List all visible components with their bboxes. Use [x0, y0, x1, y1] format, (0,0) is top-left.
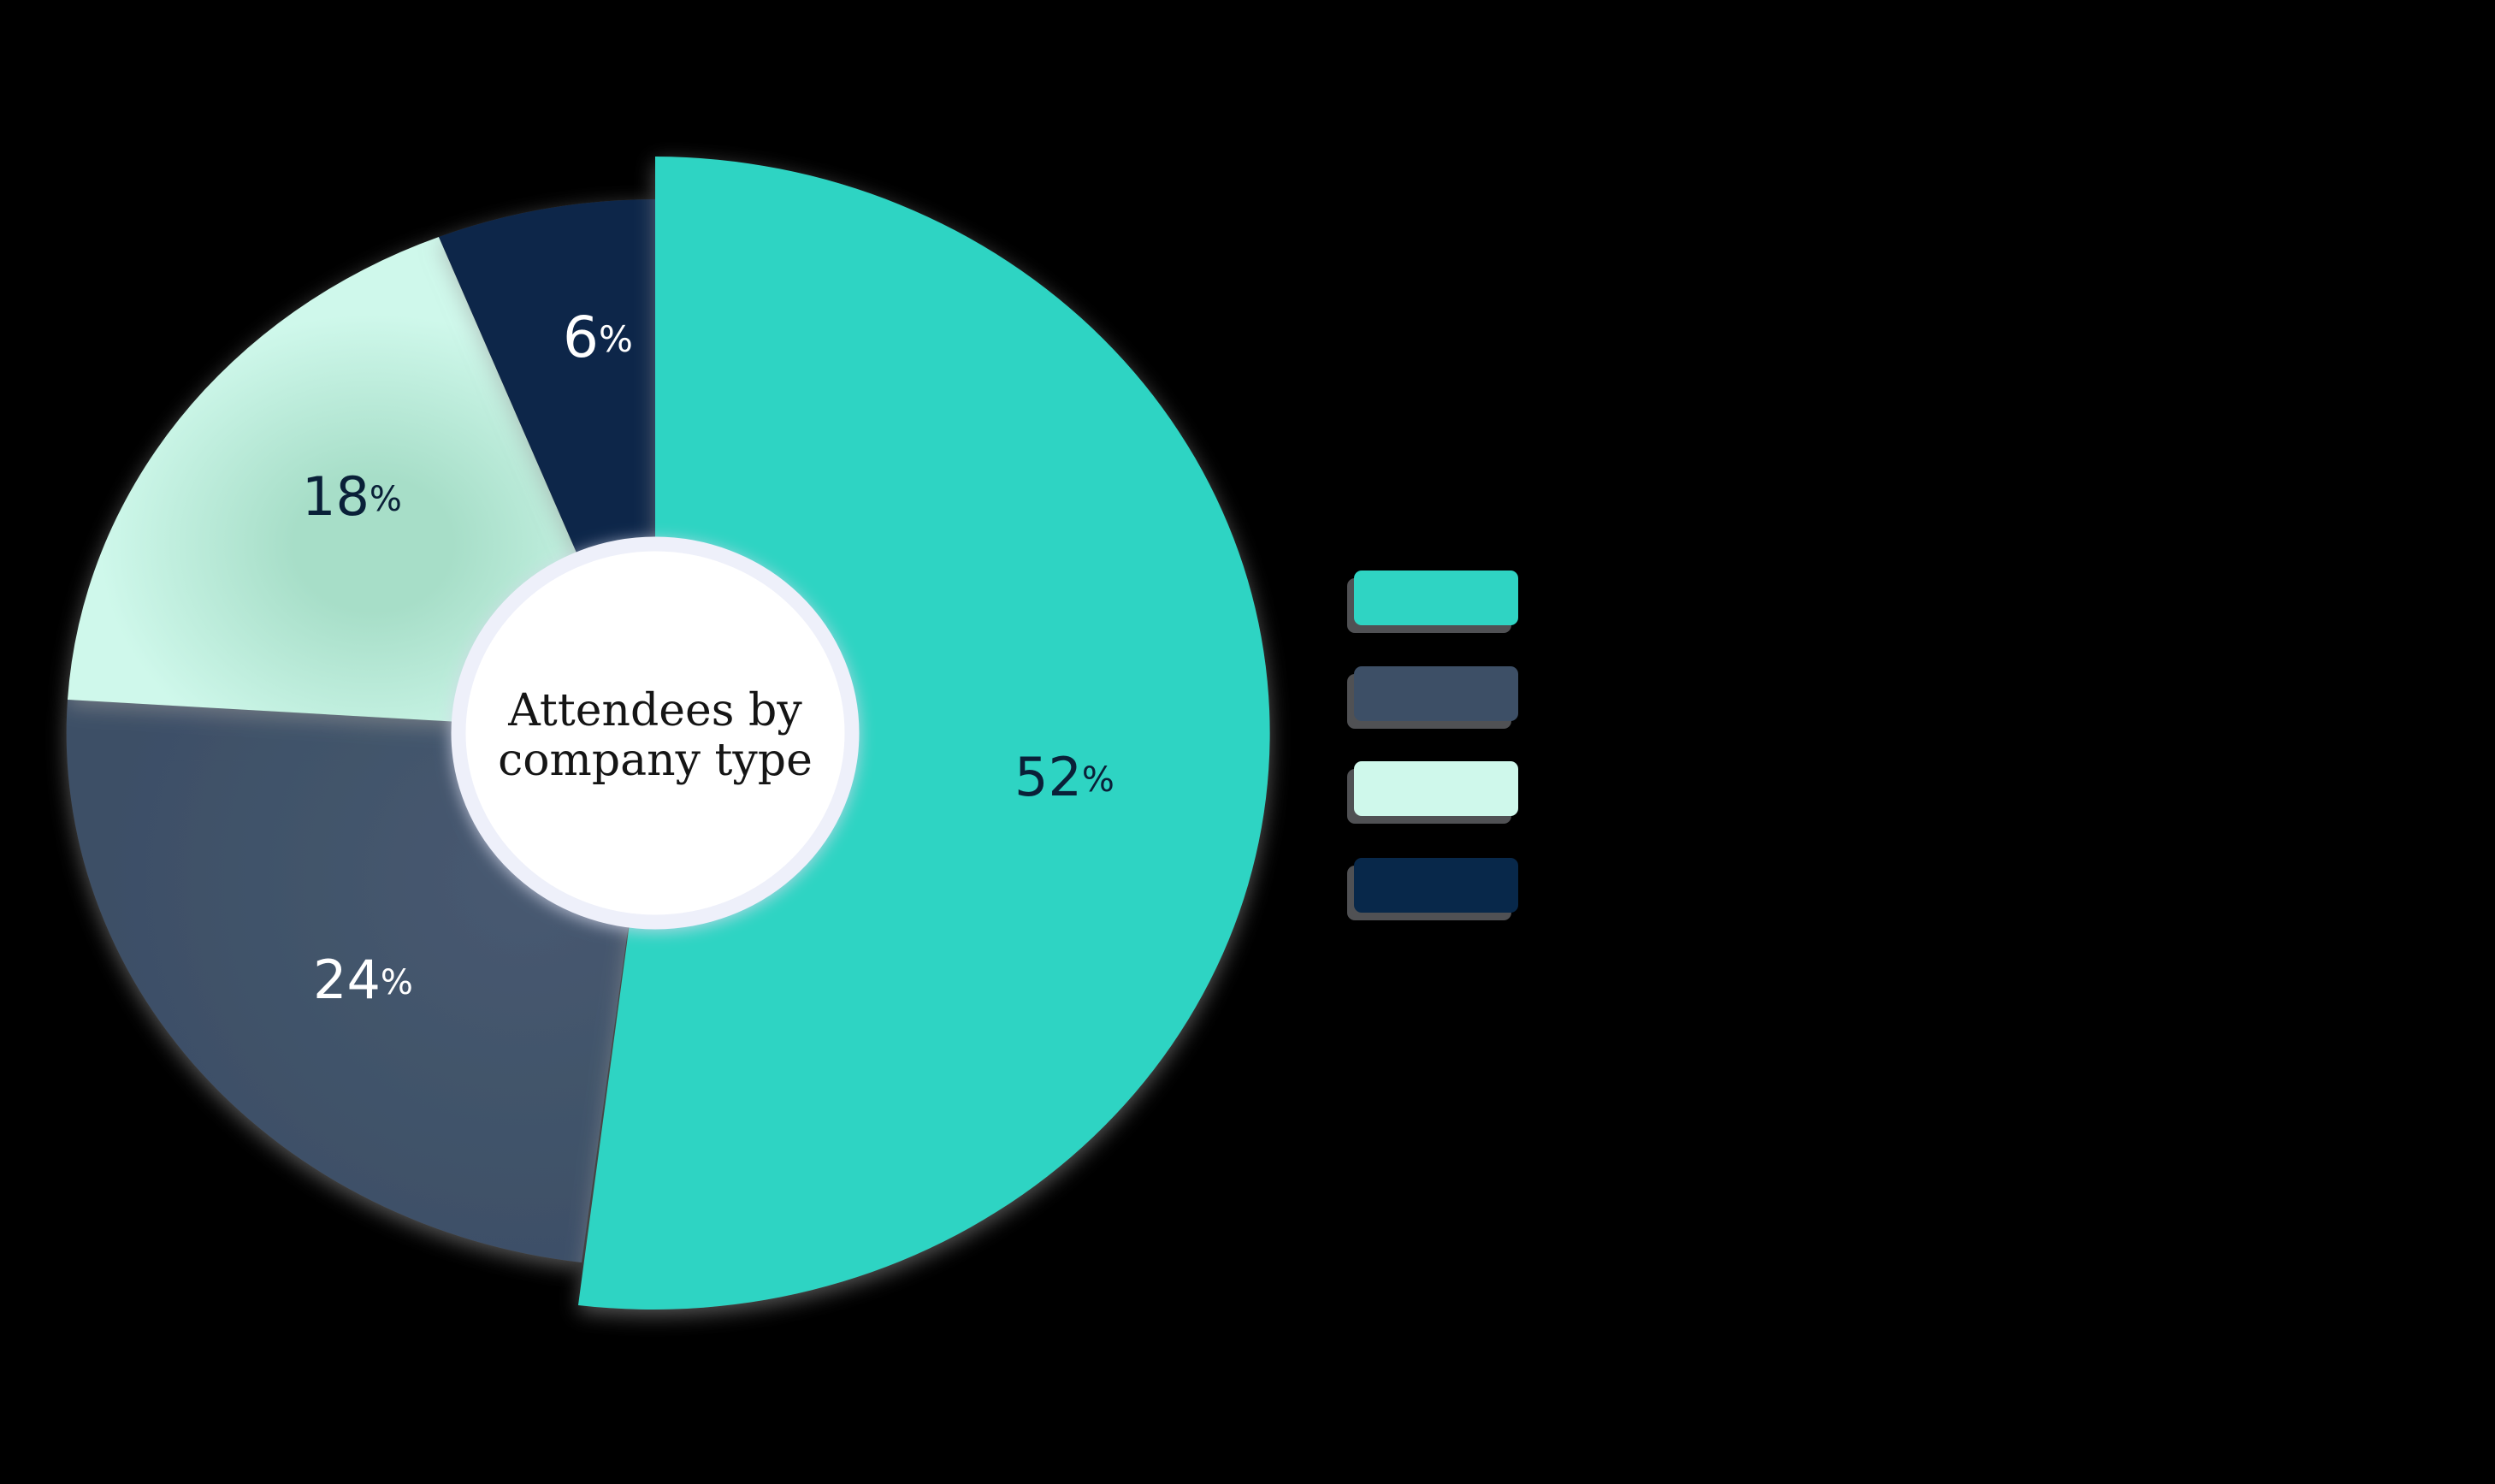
legend-swatch-6pct: [1354, 858, 1518, 913]
slice-label-52pct: 52%: [1014, 746, 1114, 808]
legend-swatch-52pct: [1354, 571, 1518, 625]
pie-slice-52pct: [578, 157, 1270, 1310]
chart-title-line1: Attendees by: [507, 685, 802, 736]
chart-title-line2: company type: [498, 735, 813, 786]
slice-label-18pct: 18%: [302, 465, 402, 528]
legend-item-4: [1354, 858, 1518, 913]
slice-label-24pct: 24%: [313, 949, 413, 1011]
legend-item-2: [1354, 666, 1518, 721]
chart-legend: [1354, 571, 1713, 930]
slice-label-6pct: 6%: [563, 304, 633, 370]
legend-item-3: [1354, 761, 1518, 816]
legend-item-1: [1354, 571, 1518, 625]
legend-swatch-18pct: [1354, 761, 1518, 816]
legend-swatch-24pct: [1354, 666, 1518, 721]
donut-center-circle: [451, 536, 860, 930]
